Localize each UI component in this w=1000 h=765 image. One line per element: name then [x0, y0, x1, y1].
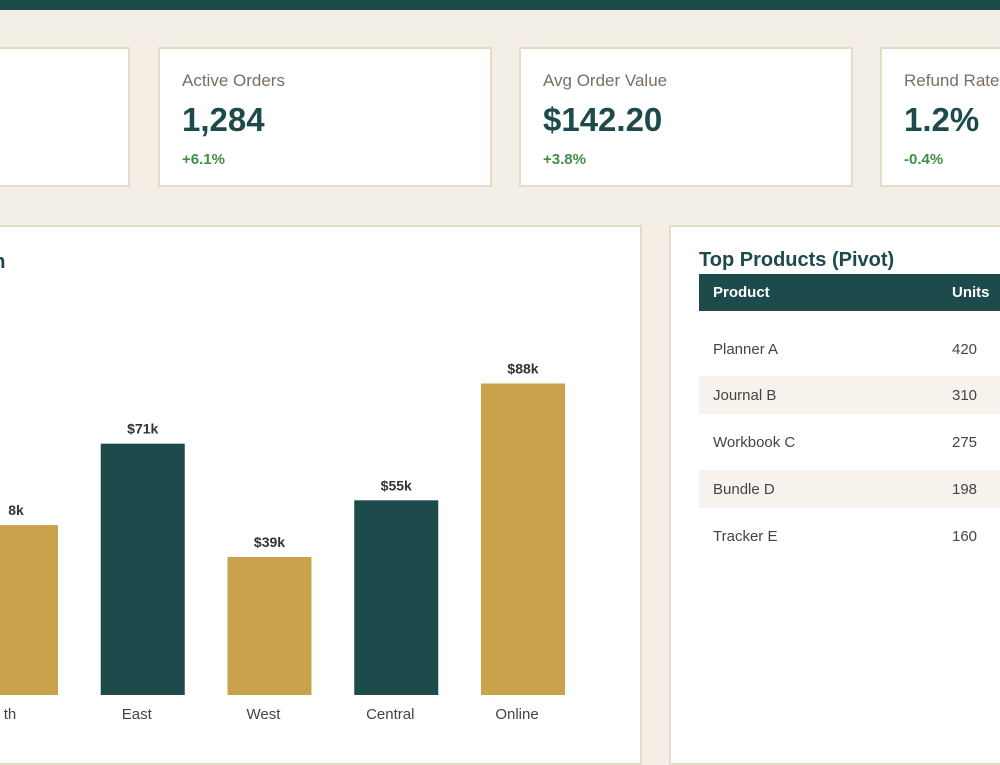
bar-value-label: 8k: [8, 502, 24, 518]
product-units: 310: [952, 387, 978, 404]
bar-east[interactable]: [100, 443, 185, 695]
kpi-delta: +6.1%: [182, 151, 225, 168]
kpi-value: $142.20: [543, 101, 663, 138]
column-header-units[interactable]: Units: [952, 284, 990, 301]
bar-value-label: $39k: [254, 534, 285, 550]
bar-central[interactable]: [354, 500, 439, 695]
kpi-card-partial: [0, 47, 130, 187]
kpi-card-refund-rate: Refund Rate 1.2% -0.4%: [880, 47, 1000, 187]
product-units: 420: [952, 341, 978, 358]
bar-chart: 8k th $71k East $39k West $55k Central $88k Onlin…: [0, 360, 565, 723]
bar-th[interactable]: [0, 525, 58, 695]
kpi-label: Refund Rate: [904, 71, 1000, 90]
pivot-table: Product Units Planner A 420 Journal B 31…: [699, 274, 1000, 555]
product-name: Workbook C: [713, 434, 796, 451]
product-units: 275: [952, 434, 978, 451]
table-row[interactable]: Workbook C 275: [699, 423, 1000, 461]
bar-online[interactable]: [481, 383, 565, 695]
category-label: th: [4, 706, 17, 723]
product-name: Tracker E: [713, 528, 778, 545]
pivot-header-row: Product Units: [699, 274, 1000, 311]
kpi-card-avg-order-value: Avg Order Value $142.20 +3.8%: [519, 47, 853, 187]
bar-value-label: $71k: [127, 421, 158, 437]
top-header-bar: [0, 0, 1000, 10]
chart-title: on: [0, 251, 5, 274]
top-products-panel: Top Products (Pivot) Product Units Plann…: [669, 225, 1000, 765]
pivot-title: Top Products (Pivot): [699, 249, 895, 271]
kpi-delta: +3.8%: [543, 151, 586, 168]
kpi-delta: -0.4%: [904, 151, 944, 168]
bar-value-label: $55k: [381, 477, 412, 493]
kpi-label: Avg Order Value: [543, 71, 668, 90]
revenue-chart-panel: on 8k th $71k East $39k West $55k Central $88k On…: [0, 225, 642, 765]
product-name: Journal B: [713, 387, 777, 404]
kpi-card-active-orders: Active Orders 1,284 +6.1%: [158, 47, 492, 187]
table-row[interactable]: Bundle D 198: [699, 470, 1000, 508]
category-label: Online: [495, 706, 538, 723]
category-label: West: [247, 706, 282, 723]
kpi-value: 1.2%: [904, 101, 980, 138]
product-name: Planner A: [713, 341, 779, 358]
product-units: 160: [952, 528, 978, 545]
category-label: East: [122, 706, 153, 723]
product-units: 198: [952, 481, 978, 498]
table-row[interactable]: Planner A 420: [699, 311, 1000, 367]
product-name: Bundle D: [713, 481, 775, 498]
table-row[interactable]: Journal B 310: [699, 376, 1000, 414]
table-row[interactable]: Tracker E 160: [699, 517, 1000, 555]
kpi-label: Active Orders: [182, 71, 285, 90]
kpi-value: 1,284: [182, 101, 265, 138]
bar-value-label: $88k: [507, 360, 538, 376]
bar-west[interactable]: [227, 556, 312, 695]
column-header-product[interactable]: Product: [713, 284, 770, 301]
category-label: Central: [366, 706, 414, 723]
